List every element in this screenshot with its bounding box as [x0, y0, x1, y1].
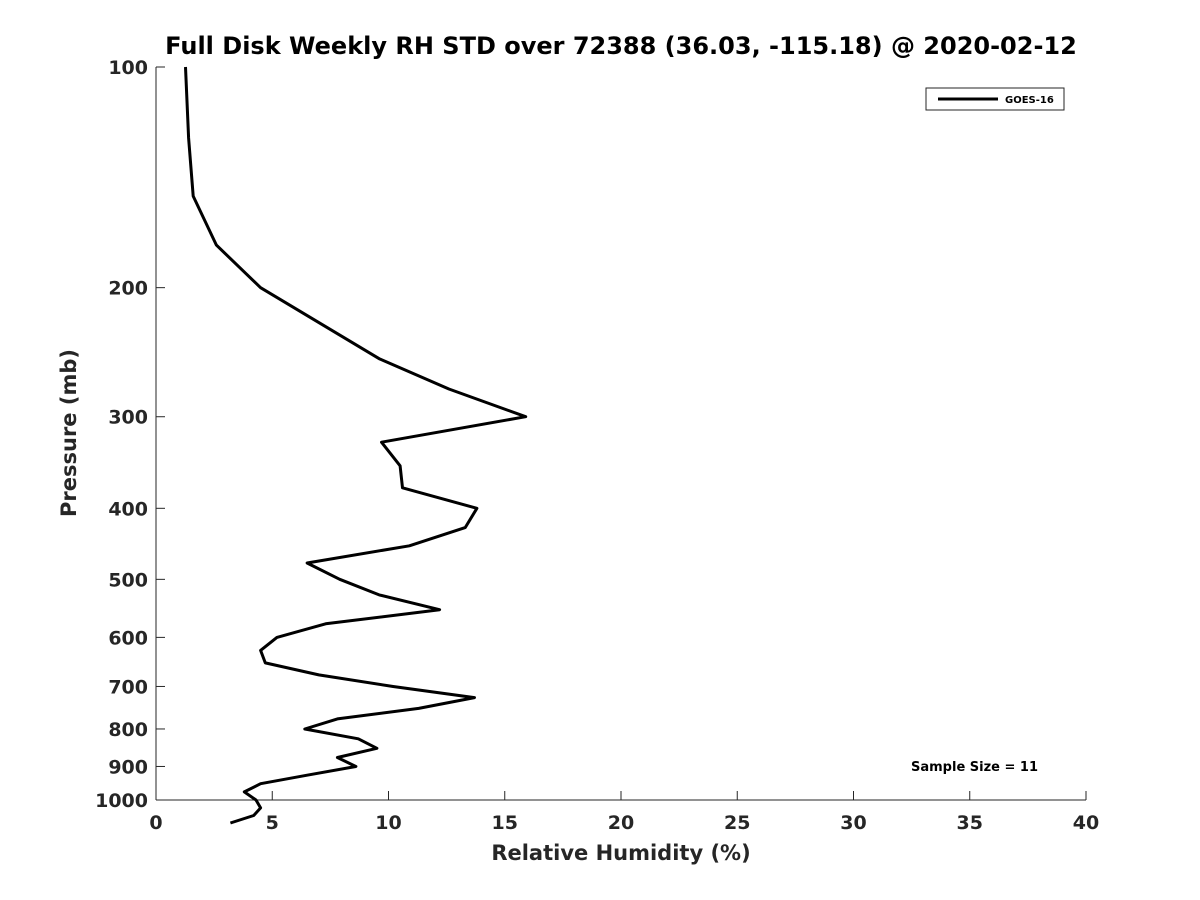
y-tick-label: 200 [108, 278, 148, 300]
x-tick-label: 25 [724, 812, 750, 834]
y-tick-label: 700 [108, 676, 148, 698]
y-tick-label: 800 [108, 719, 148, 741]
y-tick-label: 300 [108, 407, 148, 429]
y-ticks: 100 200 300 400 500 600 700 800 900 1000 [95, 57, 165, 812]
plot-area: 0 5 10 15 20 25 30 35 40 100 200 300 400 500 600 700 80… [95, 57, 1099, 834]
x-tick-label: 20 [608, 812, 634, 834]
x-tick-label: 30 [840, 812, 866, 834]
y-tick-label: 500 [108, 569, 148, 591]
y-tick-label: 900 [108, 756, 148, 778]
x-tick-label: 15 [492, 812, 518, 834]
x-tick-label: 35 [957, 812, 983, 834]
legend: GOES-16 [925, 87, 1065, 111]
series-line [184, 66, 528, 825]
series-group [184, 66, 528, 825]
legend-label: GOES-16 [1005, 95, 1054, 106]
x-tick-label: 5 [266, 812, 279, 834]
x-tick-label: 0 [149, 812, 162, 834]
y-axis-title: Pressure (mb) [57, 349, 81, 517]
chart-title: Full Disk Weekly RH STD over 72388 (36.0… [165, 32, 1077, 60]
y-tick-label: 1000 [95, 790, 148, 812]
y-tick-label: 400 [108, 498, 148, 520]
x-tick-label: 40 [1073, 812, 1099, 834]
y-tick-label: 100 [108, 57, 148, 79]
x-ticks: 0 5 10 15 20 25 30 35 40 [149, 791, 1099, 834]
sample-size-annotation: Sample Size = 11 [911, 760, 1038, 775]
x-tick-label: 10 [375, 812, 401, 834]
x-axis-title: Relative Humidity (%) [491, 841, 750, 865]
y-tick-label: 600 [108, 627, 148, 649]
